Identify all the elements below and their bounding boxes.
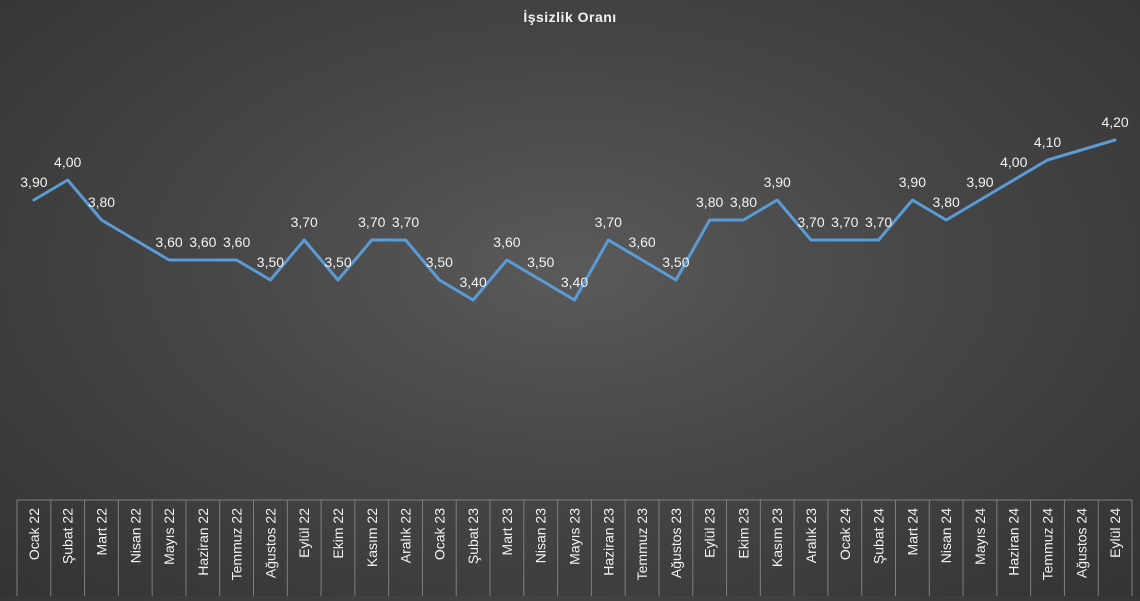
data-label: 3,60: [155, 234, 182, 250]
series-line: [32, 138, 1117, 302]
x-tick-label: Aralık 22: [398, 508, 414, 563]
data-labels: 3,90 4,00 3,80 3,60 3,60 3,60 3,50 3,70 3,50 3,70…: [20, 114, 1129, 290]
data-label: 3,40: [460, 274, 487, 290]
x-tick-label: Ekim 22: [330, 508, 346, 559]
data-label: 3,80: [88, 194, 115, 210]
x-tick-label: Mart 24: [904, 508, 920, 556]
x-tick-label: Eylül 24: [1107, 508, 1123, 558]
x-tick-label: Eylül 23: [702, 508, 718, 558]
x-tick-label: Ekim 23: [735, 508, 751, 559]
data-label: 3,80: [730, 194, 757, 210]
x-tick-label: Ocak 23: [431, 508, 447, 560]
data-label: 4,00: [54, 154, 81, 170]
x-tick-label: Haziran 22: [195, 508, 211, 576]
data-label: 3,70: [831, 214, 858, 230]
data-label: 3,70: [291, 214, 318, 230]
x-tick-label: Ağustos 22: [262, 508, 278, 578]
x-tick-label: Ocak 24: [837, 508, 853, 560]
x-tick-label: Mart 22: [93, 508, 109, 556]
data-label: 3,60: [493, 234, 520, 250]
data-label: 3,60: [223, 234, 250, 250]
data-label: 3,80: [696, 194, 723, 210]
data-label: 3,40: [561, 274, 588, 290]
data-label: 3,50: [527, 254, 554, 270]
x-tick-label: Nisan 24: [938, 508, 954, 563]
data-label: 3,90: [764, 174, 791, 190]
data-label: 3,80: [933, 194, 960, 210]
data-label: 4,00: [1000, 154, 1027, 170]
x-tick-label: Temmuz 23: [634, 508, 650, 581]
x-tick-label: Mayıs 22: [161, 508, 177, 565]
x-tick-label: Kasım 23: [769, 508, 785, 567]
x-tick-label: Ağustos 23: [668, 508, 684, 578]
x-tick-label: Mart 23: [499, 508, 515, 556]
data-label: 3,90: [966, 174, 993, 190]
x-tick-label: Haziran 23: [600, 508, 616, 576]
x-tick-label: Şubat 22: [60, 508, 76, 564]
data-label: 3,70: [358, 214, 385, 230]
x-tick-label: Temmuz 22: [229, 508, 245, 581]
data-label: 4,10: [1034, 134, 1061, 150]
data-label: 3,50: [426, 254, 453, 270]
x-axis-labels: Ocak 22 Şubat 22 Mart 22 Nisan 22 Mayıs 22 Ha…: [26, 508, 1123, 581]
chart-title: İşsizlik Oranı: [523, 9, 617, 25]
data-label: 3,70: [797, 214, 824, 230]
x-tick-label: Ağustos 24: [1073, 508, 1089, 578]
x-axis-ticks: [16, 500, 1133, 596]
data-label: 3,70: [595, 214, 622, 230]
x-tick-label: Nisan 23: [533, 508, 549, 563]
x-tick-label: Eylül 22: [296, 508, 312, 558]
data-label: 3,70: [865, 214, 892, 230]
data-label: 3,60: [628, 234, 655, 250]
data-label: 3,50: [257, 254, 284, 270]
data-label: 4,20: [1101, 114, 1128, 130]
x-tick-label: Ocak 22: [26, 508, 42, 560]
data-label: 3,50: [662, 254, 689, 270]
data-label: 3,70: [392, 214, 419, 230]
data-label: 3,60: [189, 234, 216, 250]
x-tick-label: Şubat 24: [871, 508, 887, 564]
x-tick-label: Mayıs 23: [567, 508, 583, 565]
data-label: 3,50: [324, 254, 351, 270]
x-tick-label: Mayıs 24: [972, 508, 988, 565]
x-tick-label: Aralık 23: [803, 508, 819, 563]
x-tick-label: Haziran 24: [1006, 508, 1022, 576]
data-label: 3,90: [20, 174, 47, 190]
x-tick-label: Şubat 23: [465, 508, 481, 564]
x-tick-label: Temmuz 24: [1040, 508, 1056, 581]
x-tick-label: Nisan 22: [127, 508, 143, 563]
x-tick-label: Kasım 22: [364, 508, 380, 567]
data-label: 3,90: [899, 174, 926, 190]
